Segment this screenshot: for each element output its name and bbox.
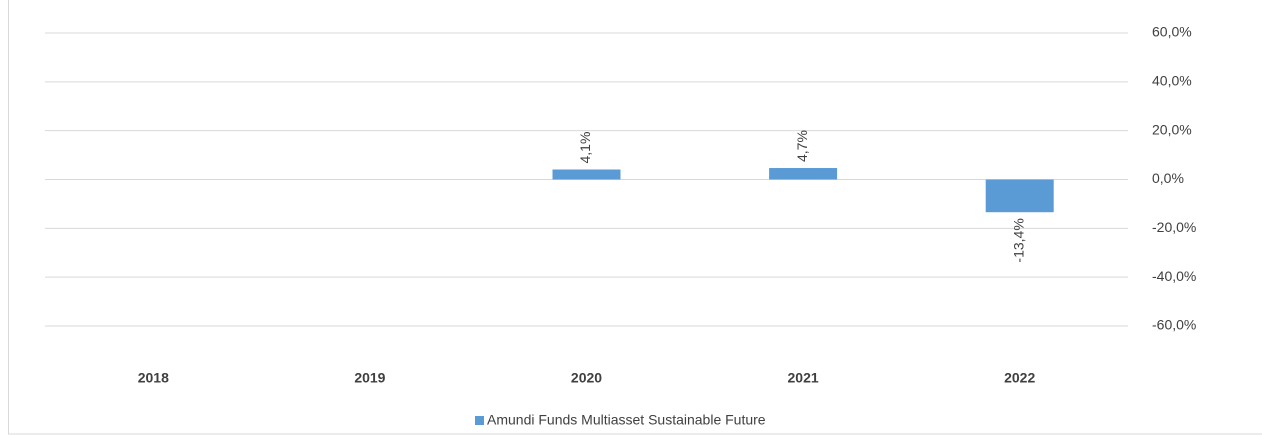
x-tick-label: 2021 (788, 370, 819, 386)
y-tick-label: 20,0% (1152, 121, 1192, 137)
bar (552, 169, 621, 180)
y-tick-label: -20,0% (1152, 219, 1196, 235)
data-label: -13,4% (1010, 218, 1026, 262)
chart-frame (8, 0, 1262, 435)
y-tick-label: -60,0% (1152, 317, 1196, 333)
bar (769, 168, 838, 180)
legend-label: Amundi Funds Multiasset Sustainable Futu… (487, 412, 766, 428)
x-tick-label: 2022 (1004, 370, 1035, 386)
y-tick-label: -40,0% (1152, 268, 1196, 284)
x-tick-label: 2018 (138, 370, 169, 386)
y-tick-label: 60,0% (1152, 24, 1192, 40)
y-tick-label: 40,0% (1152, 73, 1192, 89)
data-label: 4,1% (577, 132, 593, 164)
x-tick-label: 2020 (571, 370, 602, 386)
bar (985, 179, 1054, 213)
y-tick-label: 0,0% (1152, 170, 1184, 186)
x-tick-label: 2019 (354, 370, 385, 386)
data-label: 4,7% (794, 130, 810, 162)
legend-swatch (475, 416, 484, 425)
